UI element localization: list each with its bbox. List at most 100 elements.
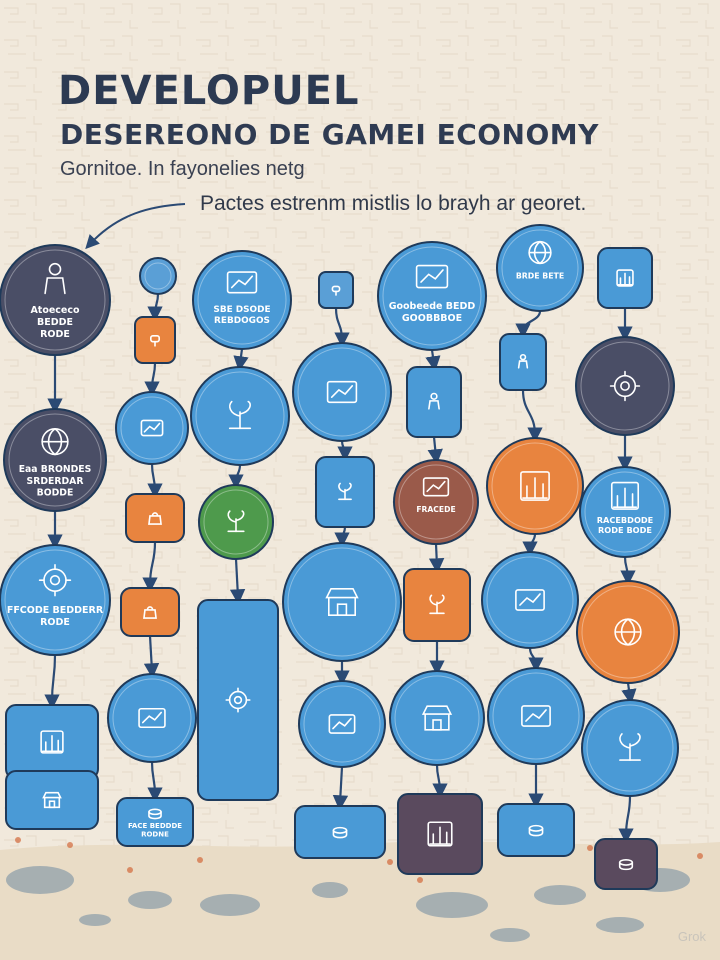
diagram-node-n36: RACEBDODE RODE BODE (579, 466, 671, 558)
diagram-node-n38 (581, 699, 679, 797)
coin-icon (332, 826, 348, 839)
connector-arrow (618, 795, 634, 844)
chart-icon (328, 714, 356, 734)
connector-layer (44, 293, 637, 844)
diagram-node-n37 (576, 580, 680, 684)
sign-icon (150, 334, 161, 347)
connector-arrow (621, 682, 637, 705)
bars-icon (616, 269, 634, 287)
connector-arrow (528, 647, 544, 673)
person-icon (44, 262, 66, 295)
bars-icon (520, 471, 550, 501)
diagram-node-n3 (5, 704, 99, 780)
connector-arrow (334, 307, 350, 348)
connector-arrow (147, 463, 163, 499)
diagram-node-n18 (292, 342, 392, 442)
diagram-node-n13 (190, 366, 290, 466)
connector-arrow (233, 348, 249, 372)
chart-icon (326, 380, 358, 404)
diagram-node-n6 (134, 316, 176, 364)
coin-icon (618, 858, 634, 871)
connector-arrow (425, 349, 441, 372)
diagram-node-n12: SBE DSODE REBDOGOS (192, 250, 292, 350)
node-label: Atoececo BEDDE RODE (30, 305, 80, 340)
diagram-node-n26 (389, 670, 485, 766)
diagram-node-n23 (406, 366, 462, 438)
diagram-node-n34 (597, 247, 653, 309)
bars-icon (40, 730, 64, 754)
chart-icon (515, 589, 545, 611)
diagram-node-n0: Atoececo BEDDE RODE (0, 244, 111, 356)
bars-icon (610, 481, 640, 510)
node-layer: Atoececo BEDDE RODE Eaa BRONDES SRDERDAR BODD… (0, 224, 680, 890)
connector-arrow (147, 761, 163, 803)
connector-arrow (142, 541, 158, 593)
diagram-node-n22 (294, 805, 386, 859)
description-line: Pactes estrenm mistlis lo brayh ar geore… (200, 192, 587, 215)
diagram-node-n24: FRACEDE (393, 459, 479, 545)
connector-arrow (522, 533, 538, 557)
bag-icon (143, 606, 157, 619)
diagram-node-n2: FFCODE BEDDERR RODE (0, 544, 111, 656)
diagram-node-n32 (487, 667, 585, 765)
chart-icon (138, 707, 166, 729)
diagram-node-n15 (197, 599, 279, 801)
globe-icon (41, 427, 69, 456)
plant-icon (227, 510, 245, 533)
globe-icon (614, 618, 642, 646)
diagram-node-n16 (318, 271, 354, 309)
connector-arrow (144, 362, 160, 397)
intro-line: Gornitoe. In fayonelies netg (60, 158, 305, 180)
diagram-node-n21 (298, 680, 386, 768)
diagram-node-n29 (499, 333, 547, 391)
bag-icon (148, 512, 162, 525)
gear-icon (225, 687, 251, 713)
diagram-node-n17: Goobeede BEDD GOOBBBOE (377, 241, 487, 351)
node-label: FACE BEDDDE RODNE (128, 822, 182, 839)
chart-icon (415, 264, 449, 289)
diagram-node-n8 (125, 493, 185, 543)
connector-arrow (147, 293, 163, 322)
globe-icon (528, 240, 552, 265)
diagram-node-n9 (120, 587, 180, 637)
chart-icon (140, 419, 164, 437)
diagram-node-n28: BRDE BETE (496, 224, 584, 312)
diagram-node-n4 (5, 770, 99, 830)
node-label: FRACEDE (416, 505, 455, 514)
gear-icon (609, 370, 641, 402)
connector-arrow (521, 389, 543, 443)
diagram-node-n11: FACE BEDDDE RODNE (116, 797, 194, 847)
intro-arrow (85, 203, 186, 250)
node-label: Goobeede BEDD GOOBBBOE (389, 301, 476, 324)
diagram-node-n39 (594, 838, 658, 890)
plant-icon (338, 482, 352, 501)
connector-arrow (334, 526, 350, 548)
node-label: BRDE BETE (516, 271, 564, 280)
chart-icon (226, 271, 258, 294)
diagram-node-n14 (198, 484, 274, 560)
node-label: RACEBDODE RODE BODE (597, 515, 654, 535)
diagram-node-n19 (315, 456, 375, 528)
connector-arrow (432, 764, 448, 799)
page-subtitle: DESEREONO DE GAMEI ECONOMY (60, 118, 599, 151)
chart-icon (521, 705, 551, 727)
shop-icon (325, 588, 359, 617)
connector-arrow (515, 310, 542, 339)
node-label: SBE DSODE REBDOGOS (213, 305, 270, 326)
diagram-node-n31 (481, 551, 579, 649)
coin-icon (148, 808, 162, 820)
sign-icon (331, 285, 341, 296)
node-label: FFCODE BEDDERR RODE (7, 605, 104, 628)
connector-arrow (332, 766, 349, 811)
person-icon (428, 392, 440, 410)
connector-arrow (229, 558, 246, 605)
page-title: DEVELOPUEL (58, 68, 360, 114)
diagram-node-n30 (486, 437, 584, 535)
bars-icon (427, 821, 453, 847)
plant-icon (619, 733, 641, 761)
connector-arrow (337, 440, 353, 462)
diagram-node-n5 (139, 257, 177, 295)
ground (0, 837, 720, 960)
diagram-node-n33 (497, 803, 575, 857)
